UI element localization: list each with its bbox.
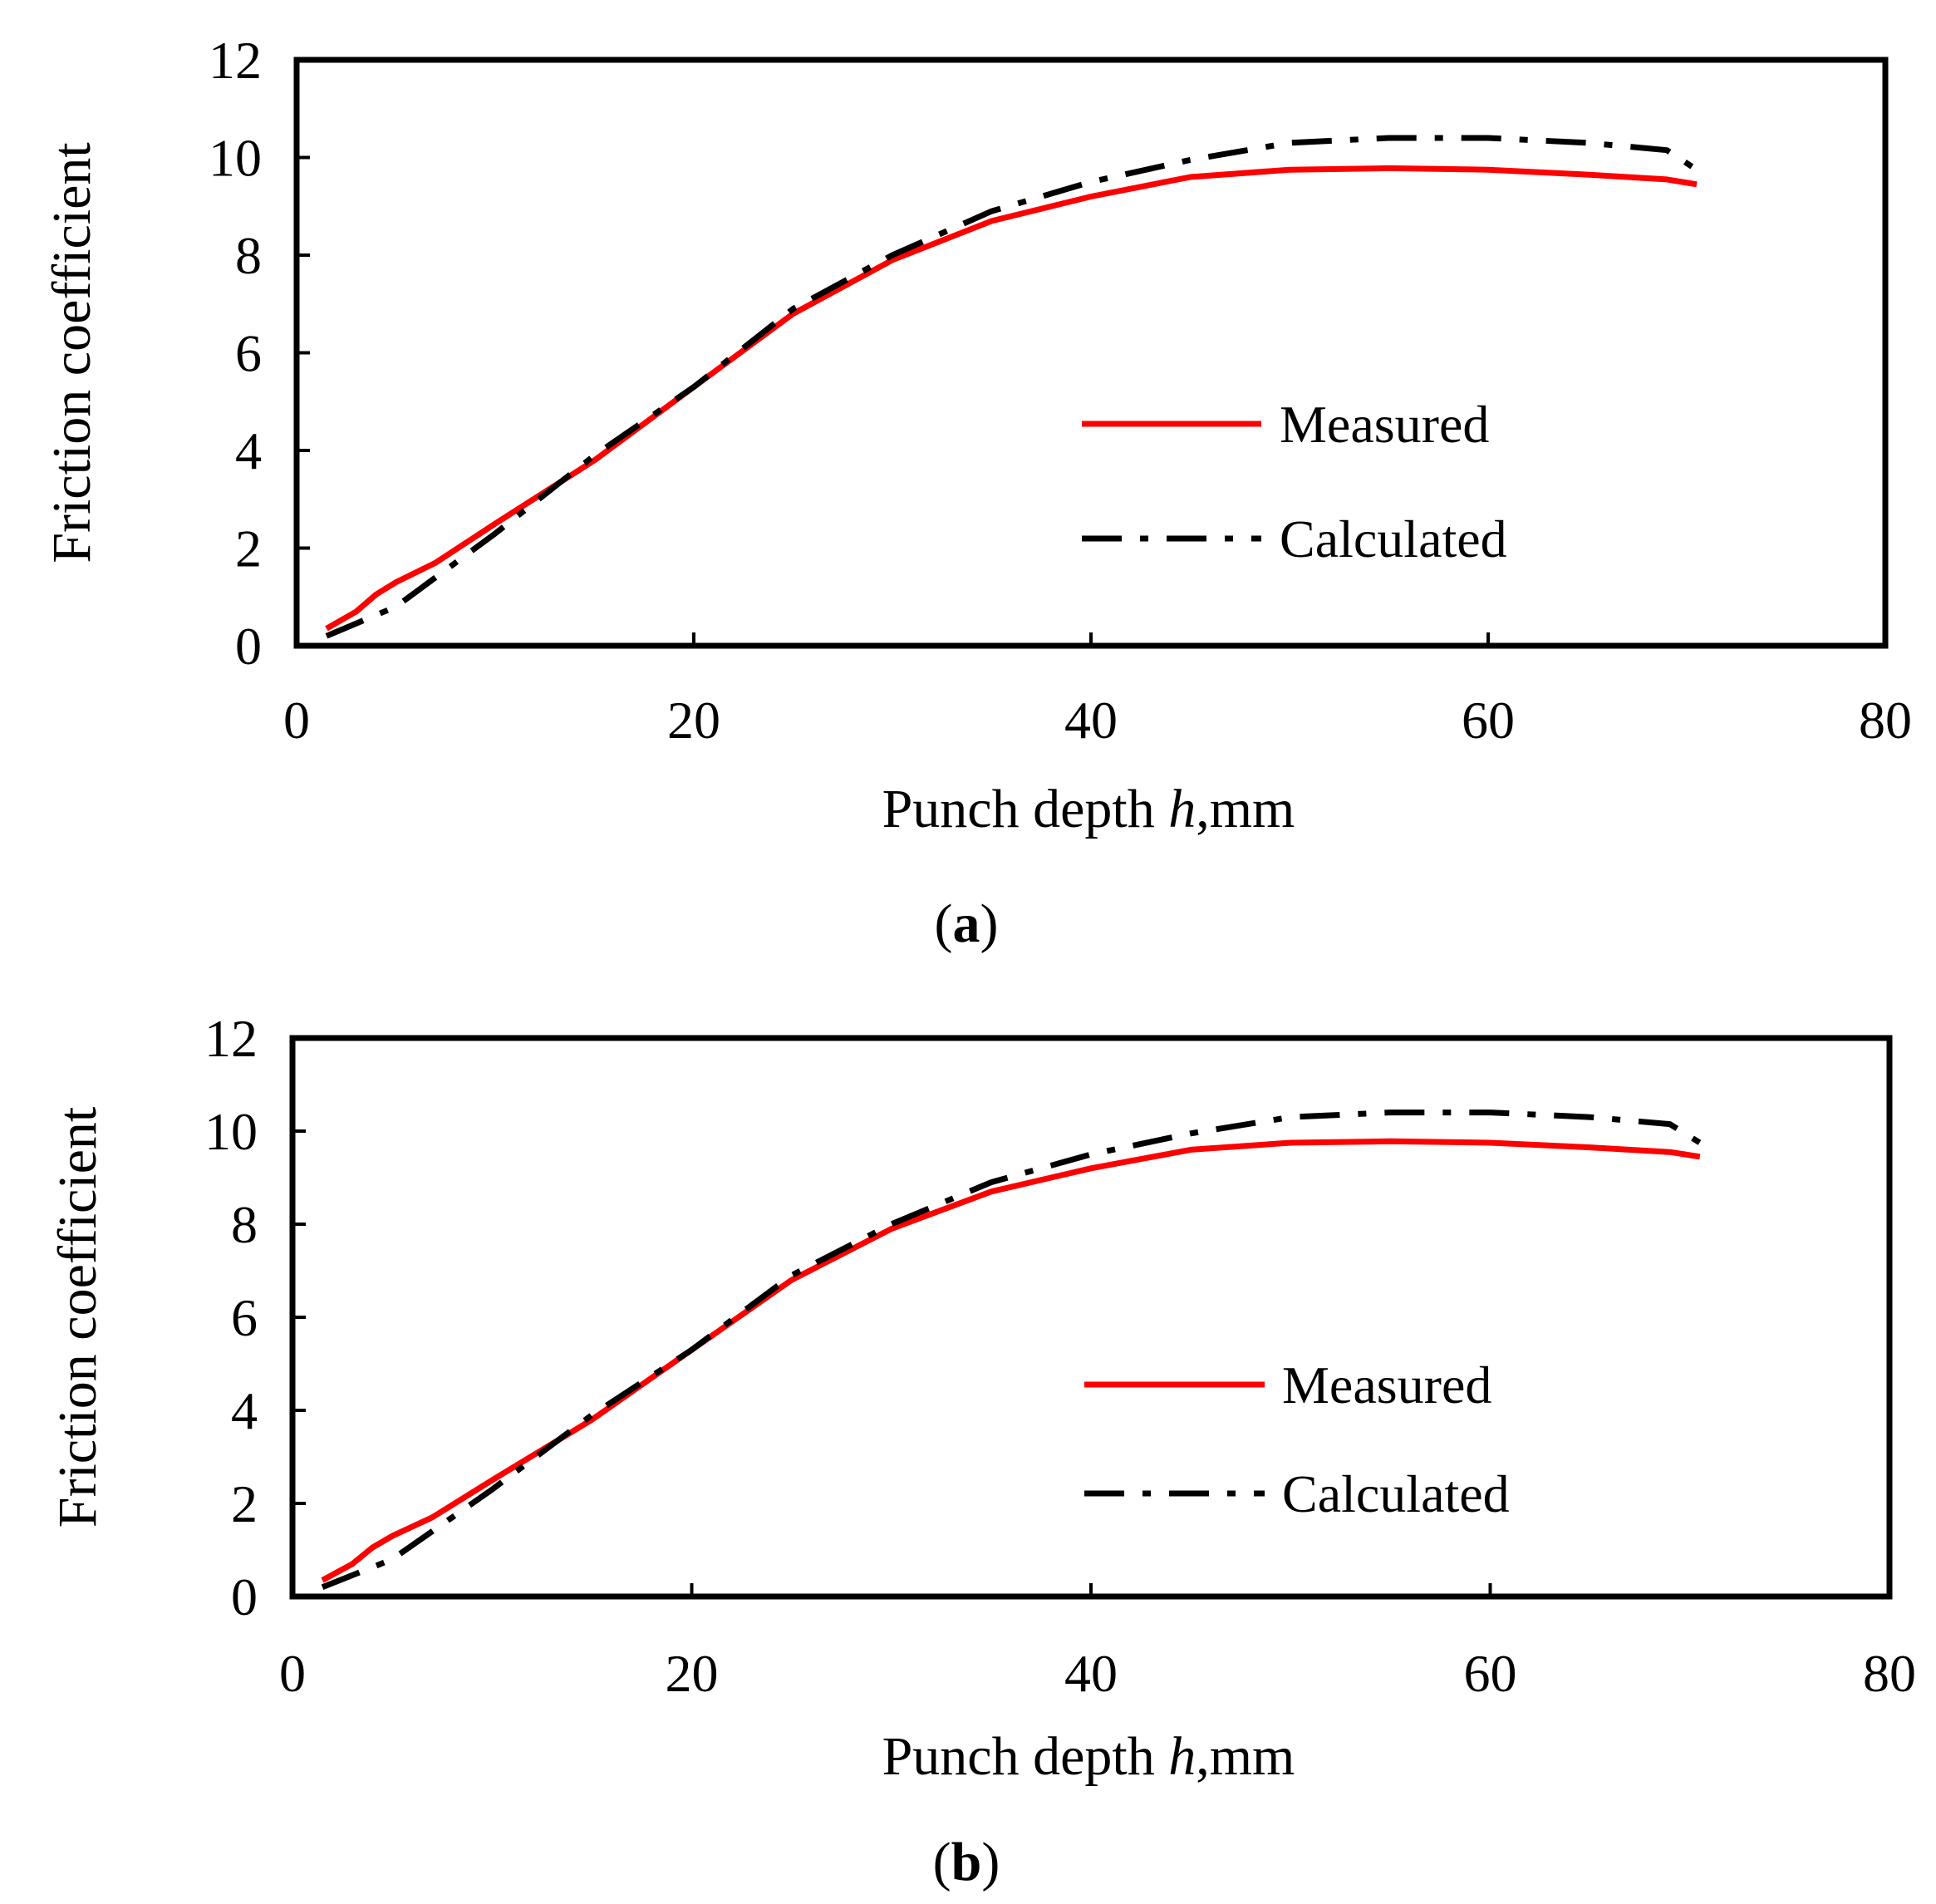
panel-b-caption-open: (: [933, 1832, 951, 1892]
panel-a: 0 20 40 60 80 0 2 4 6 8 10 12 Punch depth h,mm Fricti…: [42, 31, 1912, 954]
panel-b-x-axis-title: Punch depth h,mm: [882, 1726, 1295, 1787]
panel-b-y-tick-label-0: 0: [231, 1567, 258, 1626]
panel-a-caption: (a): [935, 893, 999, 954]
panel-a-x-tick-label-40: 40: [1064, 691, 1118, 750]
panel-b-x-tick-label-0: 0: [279, 1644, 306, 1703]
panel-a-y-axis-title: Friction coefficient: [42, 142, 102, 563]
panel-a-y-tick-label-2: 2: [235, 519, 262, 578]
panel-b-caption-close: ): [981, 1832, 1000, 1892]
panel-a-caption-close: ): [980, 893, 999, 954]
panel-a-series-measured: [325, 165, 1698, 632]
panel-b-caption: (b): [933, 1832, 1000, 1892]
panel-a-y-tick-label-0: 0: [235, 617, 262, 676]
panel-a-x-axis-title-var: h: [1168, 779, 1196, 839]
panel-b-series-measured: [321, 1138, 1701, 1583]
panel-a-y-tick-label-10: 10: [209, 129, 262, 188]
panel-a-x-tick-label-0: 0: [283, 691, 310, 750]
panel-b-legend-label-measured: Measured: [1282, 1355, 1491, 1414]
panel-b-x-tick-label-80: 80: [1863, 1644, 1916, 1703]
panel-b-y-tick-label-10: 10: [204, 1102, 258, 1161]
panel-b-x-axis-title-suffix: ,mm: [1196, 1726, 1295, 1787]
panel-a-caption-letter: a: [953, 893, 980, 954]
panel-b-series-calculated: [321, 1109, 1702, 1591]
panel-b: 0 20 40 60 80 0 2 4 6 8 10 12 Punch depth h,mm Fricti…: [47, 1009, 1916, 1892]
panel-a-x-tick-label-80: 80: [1859, 691, 1912, 750]
panel-b-caption-letter: b: [951, 1832, 982, 1892]
panel-a-caption-open: (: [935, 893, 953, 954]
panel-a-x-tick-label-60: 60: [1462, 691, 1515, 750]
panel-a-y-tick-label-12: 12: [209, 31, 262, 90]
panel-b-x-tick-label-60: 60: [1464, 1644, 1517, 1703]
panel-a-layer: 0 20 40 60 80 0 2 4 6 8 10 12 Punch depth h,mm Fricti…: [42, 31, 1912, 954]
panel-a-y-tick-label-8: 8: [235, 226, 262, 285]
panel-a-x-axis-title-prefix: Punch depth: [882, 779, 1169, 839]
panel-b-layer: 0 20 40 60 80 0 2 4 6 8 10 12 Punch depth h,mm Fricti…: [47, 1009, 1916, 1892]
panel-b-y-tick-label-6: 6: [231, 1288, 258, 1347]
panel-a-y-tick-label-4: 4: [235, 421, 262, 480]
panel-a-x-axis-title-suffix: ,mm: [1196, 779, 1295, 839]
panel-a-legend-label-calculated: Calculated: [1280, 509, 1507, 568]
panel-b-y-tick-label-4: 4: [231, 1381, 258, 1440]
panel-b-y-tick-label-8: 8: [231, 1195, 258, 1254]
panel-a-legend-label-measured: Measured: [1280, 395, 1489, 454]
panel-b-legend-label-calculated: Calculated: [1282, 1464, 1510, 1523]
panel-b-y-tick-label-12: 12: [204, 1009, 258, 1068]
panel-b-y-tick-label-2: 2: [231, 1474, 258, 1533]
panel-b-x-tick-label-20: 20: [666, 1644, 719, 1703]
panel-b-x-axis-title-var: h: [1168, 1726, 1196, 1787]
panel-a-x-tick-label-20: 20: [667, 691, 720, 750]
panel-a-series-calculated: [325, 135, 1698, 639]
panel-a-x-axis-title: Punch depth h,mm: [882, 779, 1295, 839]
panel-b-y-axis-title: Friction coefficient: [47, 1107, 108, 1528]
panel-b-x-tick-label-40: 40: [1064, 1644, 1118, 1703]
panel-a-y-tick-label-6: 6: [235, 324, 262, 383]
panel-b-x-axis-title-prefix: Punch depth: [882, 1726, 1169, 1787]
